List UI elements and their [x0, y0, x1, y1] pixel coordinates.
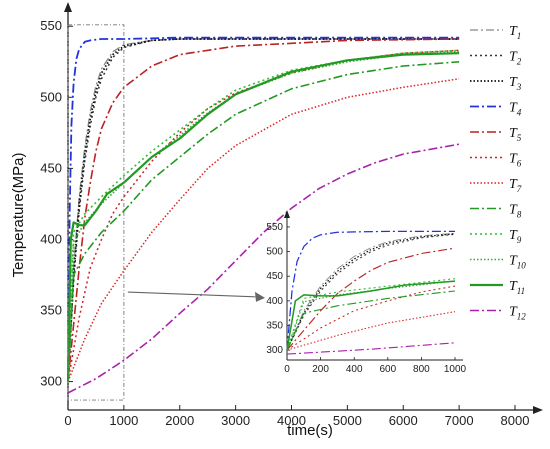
series-line-t12: [67, 143, 460, 394]
inset-series-line-t1: [286, 232, 456, 351]
legend-label-t7: T7: [509, 177, 522, 194]
series-line-t2: [67, 38, 460, 382]
legend-label-sub: 4: [517, 108, 522, 118]
series-line-t4: [67, 36, 460, 382]
legend-label-t6: T6: [509, 152, 522, 169]
inset-y-tick-label: 500: [266, 247, 283, 258]
legend-label-sub: 7: [517, 184, 522, 194]
series-line-t10: [67, 51, 460, 382]
inset-y-tick-label: 300: [266, 345, 283, 356]
y-tick-label: 550: [40, 18, 62, 33]
main-plot: 0 1000 2000 3000 4000 5000 6000 7000 80003003504…: [40, 2, 543, 428]
legend-label-sub: 1: [517, 31, 522, 41]
legend-label-t5: T5: [509, 126, 522, 143]
series-line-t3: [67, 38, 460, 382]
x-tick-label: 8000: [501, 413, 530, 428]
legend-label-t2: T2: [509, 50, 522, 67]
legend-label-main: T: [509, 101, 518, 116]
inset-series-line-t9: [286, 278, 456, 351]
legend-label-sub: 6: [517, 159, 522, 169]
inset-series-line-t4: [286, 230, 455, 351]
inset-x-tick-label: 0: [284, 364, 290, 375]
inset-y-tick-label: 400: [266, 296, 283, 307]
inset-x-tick-label: 400: [346, 364, 363, 375]
inset-series-line-t10: [286, 280, 456, 351]
legend-label-main: T: [509, 50, 518, 65]
legend-label-main: T: [509, 75, 518, 90]
legend-label-main: T: [509, 126, 518, 141]
inset-x-tick-label: 1000: [444, 364, 467, 375]
inset-series-line-t7: [286, 311, 456, 351]
x-axis-label: time(s): [287, 422, 333, 439]
inset-x-tick-label: 800: [413, 364, 430, 375]
legend-label-sub: 3: [516, 82, 522, 92]
zoom-connector-arrow: [127, 291, 258, 298]
legend-label-sub: 5: [517, 133, 522, 143]
inset-y-axis-arrow: [284, 210, 290, 218]
inset-background: [284, 216, 464, 362]
legend-label-main: T: [509, 305, 518, 320]
inset-x-tick-label: 600: [379, 364, 396, 375]
inset-y-tick-label: 550: [266, 222, 283, 233]
legend-label-sub: 11: [517, 286, 525, 296]
inset-series-line-t5: [286, 247, 456, 351]
legend-label-sub: 10: [517, 261, 527, 271]
y-tick-label: 350: [40, 303, 62, 318]
inset-series-line-t6: [286, 285, 456, 351]
y-axis-label: Temperature(MPa): [10, 152, 27, 277]
series-line-t5: [67, 38, 460, 382]
y-tick-label: 300: [40, 374, 62, 389]
x-axis-arrow: [533, 406, 543, 414]
inset-series-line-t12: [286, 342, 456, 355]
x-tick-label: 5000: [333, 413, 362, 428]
series-line-t9: [67, 49, 460, 382]
legend-label-sub: 8: [517, 210, 522, 220]
x-tick-label: 1000: [109, 413, 138, 428]
legend-label-t8: T8: [509, 203, 522, 220]
x-tick-label: 2000: [165, 413, 194, 428]
x-tick-label: 0: [64, 413, 71, 428]
legend-label-t1: T1: [509, 24, 521, 41]
legend-label-sub: 12: [517, 312, 527, 322]
x-tick-label: 7000: [445, 413, 474, 428]
legend-label-main: T: [509, 254, 518, 269]
inset-y-tick-label: 450: [266, 271, 283, 282]
x-tick-label: 4000: [277, 413, 306, 428]
legend-label-sub: 9: [517, 235, 522, 245]
legend-label-main: T: [509, 228, 518, 243]
zoom-connector-arrowhead: [255, 291, 265, 302]
legend-label-main: T: [509, 203, 518, 218]
legend-label-t9: T9: [509, 228, 522, 245]
y-tick-label: 400: [40, 231, 62, 246]
y-tick-label: 450: [40, 160, 62, 175]
inset-x-tick-label: 200: [312, 364, 329, 375]
x-tick-label: 3000: [221, 413, 250, 428]
series-line-t11: [66, 52, 460, 382]
y-tick-label: 500: [40, 89, 62, 104]
inset-series-line-t8: [286, 290, 456, 351]
series-line-t1: [67, 38, 460, 382]
inset-plot: 0 200 400 600 800 1000 300 350 400 450 500 550: [127, 210, 467, 375]
legend-label-t3: T3: [509, 75, 522, 92]
zoom-region-box: [67, 24, 125, 401]
legend-label-main: T: [509, 177, 518, 192]
x-tick-label: 6000: [389, 413, 418, 428]
legend-label-sub: 2: [517, 57, 522, 67]
y-axis-arrow: [64, 2, 72, 12]
legend-label-t12: T12: [509, 305, 526, 322]
legend-label-main: T: [509, 279, 518, 294]
legend-label-t4: T4: [509, 101, 522, 118]
legend-label-main: T: [509, 24, 518, 39]
legend-label-t11: T11: [509, 279, 525, 296]
inset-series-line-t11: [286, 280, 456, 351]
inset-y-tick-label: 350: [266, 321, 283, 332]
legend-label-main: T: [509, 152, 518, 167]
legend-label-t10: T10: [509, 254, 526, 271]
